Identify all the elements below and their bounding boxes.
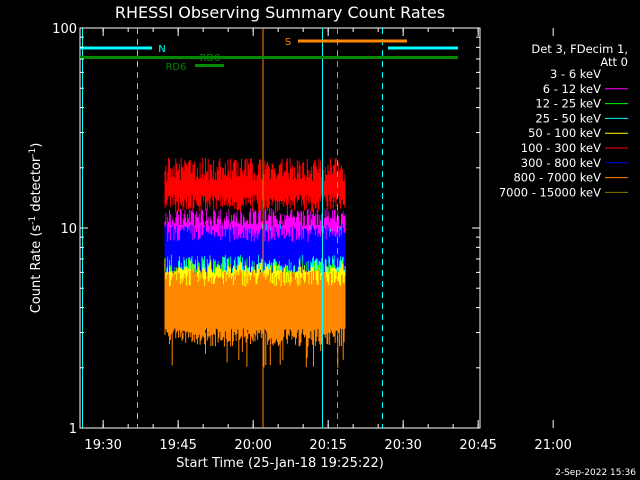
flag-label: RD6 [165,62,186,73]
axis-ticks-group: 19:30 19:45 20:00 20:15 20:30 20:45 21:00 1 10 10… [52,22,572,453]
flag-label: RD0 [199,53,220,64]
x-tick-label: 19:30 [84,438,121,453]
legend-entry-label: 3 - 6 keV [550,67,601,81]
legend-entry-label: 50 - 100 keV [528,126,601,140]
legend-entry-label: 12 - 25 keV [535,97,601,111]
legend-header: Det 3, FDecim 1, [531,42,628,56]
y-axis-label-sup: -1 [28,148,38,157]
flag-label: S [285,37,291,48]
legend-entry-label: 6 - 12 keV [543,82,601,96]
legend-entry-label: 100 - 300 keV [521,141,601,155]
x-tick-label: 21:00 [534,438,571,453]
x-axis-label: Start Time (25-Jan-18 19:25:22) [176,456,384,471]
y-axis-label-sup: -1 [28,216,38,225]
y-tick-label: 10 [60,222,77,237]
chart-title: RHESSI Observing Summary Count Rates [115,3,445,22]
x-tick-label: 20:15 [309,438,346,453]
date-stamp: 2-Sep-2022 15:36 [555,468,636,478]
series-line [164,253,346,368]
y-axis-label-part: detector [29,156,44,216]
flag-bars-group: N S RD0 RD6 [80,37,458,73]
legend-entry-label: 800 - 7000 keV [513,171,601,185]
legend-entry-label: 300 - 800 keV [521,156,601,170]
data-series-group [164,157,346,368]
x-tick-label: 19:45 [159,438,196,453]
x-tick-label: 20:45 [459,438,496,453]
y-tick-label: 100 [52,22,77,37]
y-axis-label-part: Count Rate (s [29,225,44,314]
x-tick-label: 20:30 [384,438,421,453]
legend-header: Att 0 [600,55,628,69]
y-tick-label: 1 [69,422,77,437]
y-axis-label: Count Rate (s-1 detector-1) [28,143,44,314]
y-axis-label-part: ) [29,143,44,148]
legend-entry-label: 7000 - 15000 keV [499,185,601,199]
x-tick-label: 20:00 [234,438,271,453]
series-line [164,157,346,213]
flag-label: N [158,44,165,55]
legend-entry-label: 25 - 50 keV [535,111,601,125]
